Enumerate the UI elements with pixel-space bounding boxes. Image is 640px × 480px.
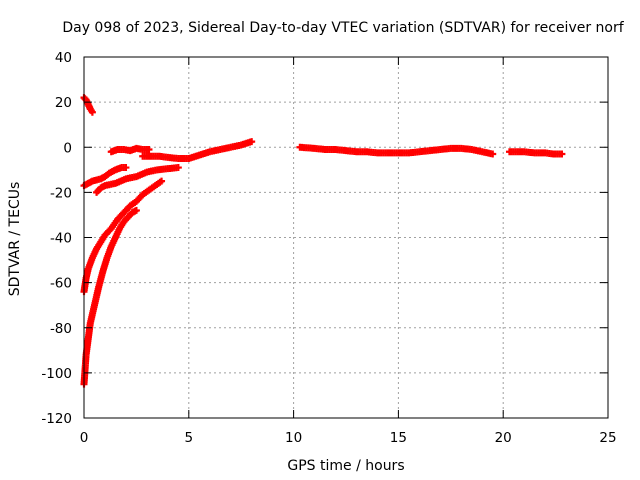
series-arc-lower-mid: [93, 164, 182, 196]
x-axis-label: GPS time / hours: [287, 458, 404, 474]
data-point: [145, 146, 153, 154]
series-arc-long: [296, 143, 497, 158]
y-tick-label: -40: [50, 231, 72, 247]
series-arc-late: [505, 148, 566, 158]
data-point: [489, 150, 497, 158]
series-arc-near-zero-early: [107, 144, 153, 156]
data-point: [158, 177, 166, 185]
data-point: [248, 138, 256, 146]
chart-title: Day 098 of 2023, Sidereal Day-to-day VTE…: [62, 20, 624, 36]
series-arc-upper-left: [80, 164, 130, 190]
y-tick-label: -80: [50, 321, 72, 337]
grid-lines: [84, 57, 608, 418]
data-points: [80, 94, 566, 388]
y-tick-label: -120: [41, 411, 72, 427]
y-tick-label: 20: [55, 95, 72, 111]
axis-ticks: 0 5 10 15 20 25 -120 -100 -80 -60 -40 -20 0 20 40: [41, 50, 616, 446]
data-point: [132, 206, 140, 214]
x-tick-label: 15: [390, 430, 407, 446]
series-arc-dip-recover: [139, 138, 256, 163]
series-arc-steep-low: [80, 206, 140, 388]
data-point: [174, 164, 182, 172]
y-tick-label: 40: [55, 50, 72, 66]
y-tick-label: -100: [41, 366, 72, 382]
y-tick-label: 0: [63, 140, 72, 156]
x-tick-label: 10: [285, 430, 302, 446]
data-point: [558, 150, 566, 158]
x-tick-label: 0: [80, 430, 89, 446]
x-tick-label: 25: [599, 430, 616, 446]
x-tick-label: 5: [185, 430, 194, 446]
series-arc-top-left: [80, 94, 96, 116]
y-tick-label: -60: [50, 276, 72, 292]
y-axis-label: SDTVAR / TECUs: [7, 182, 23, 297]
y-tick-label: -20: [50, 185, 72, 201]
data-point: [88, 108, 96, 116]
data-point: [122, 164, 130, 172]
x-tick-label: 20: [495, 430, 512, 446]
